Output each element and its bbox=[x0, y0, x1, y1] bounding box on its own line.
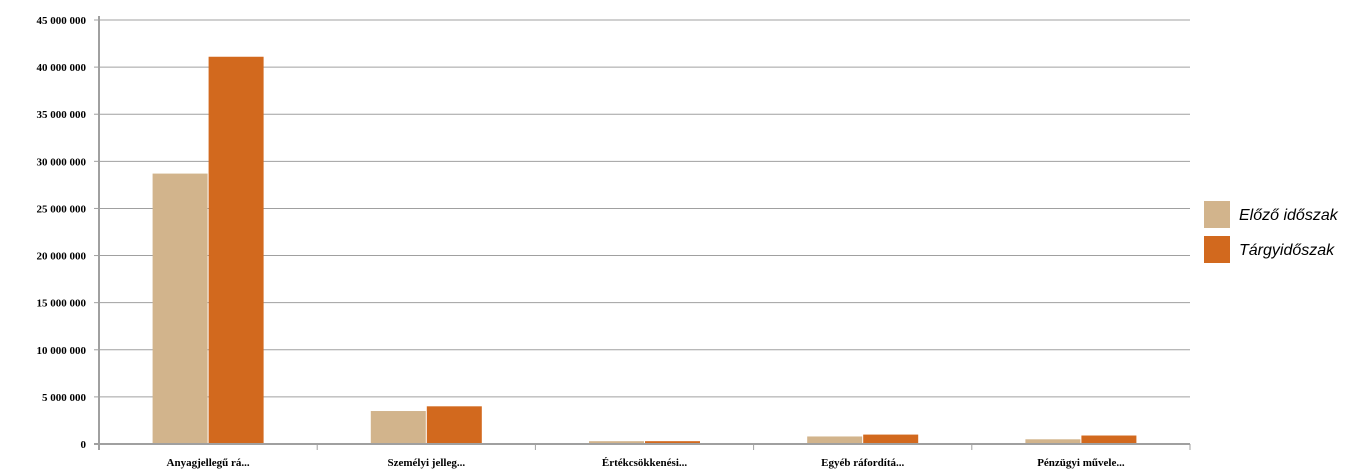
y-tick-label: 40 000 000 bbox=[37, 62, 87, 74]
x-category-label: Pénzügyi művele... bbox=[1037, 457, 1125, 469]
grid-lines bbox=[99, 19, 1190, 398]
x-axis-categories: Anyagjellegű rá... Személyi jelleg... Érté… bbox=[98, 444, 1191, 469]
bar bbox=[589, 441, 644, 444]
x-category-label: Anyagjellegű rá... bbox=[167, 457, 250, 469]
legend-swatch bbox=[1204, 236, 1230, 263]
bar bbox=[370, 411, 426, 444]
y-tick-label: 5 000 000 bbox=[42, 392, 87, 404]
bars bbox=[152, 56, 1137, 445]
y-tick-label: 30 000 000 bbox=[37, 156, 87, 168]
bar bbox=[863, 434, 919, 444]
y-axis-ticks: 0 5 000 000 10 000 000 15 000 000 20 000 000… bbox=[37, 15, 99, 451]
x-category-label: Személyi jelleg... bbox=[388, 457, 466, 469]
bar bbox=[645, 441, 700, 444]
y-tick-label: 35 000 000 bbox=[37, 109, 87, 121]
bar bbox=[152, 173, 208, 445]
x-category-label: Egyéb ráfordítá... bbox=[821, 457, 904, 469]
x-category-label: Értékcsökkenési... bbox=[602, 457, 688, 469]
bar bbox=[1081, 435, 1137, 444]
y-tick-label: 25 000 000 bbox=[37, 203, 87, 215]
y-tick-label: 20 000 000 bbox=[37, 251, 87, 263]
legend-label: Tárgyidőszak bbox=[1239, 242, 1335, 259]
legend: Előző időszak Tárgyidőszak bbox=[1204, 201, 1339, 263]
bar bbox=[807, 436, 863, 444]
y-tick-label: 15 000 000 bbox=[37, 298, 87, 310]
bar bbox=[208, 56, 264, 444]
legend-swatch bbox=[1204, 201, 1230, 228]
legend-label: Előző időszak bbox=[1239, 207, 1339, 224]
bar bbox=[1025, 439, 1081, 444]
bar bbox=[426, 406, 482, 444]
y-tick-label: 10 000 000 bbox=[37, 345, 87, 357]
y-tick-label: 0 bbox=[81, 439, 87, 451]
axes bbox=[94, 16, 1190, 450]
y-tick-label: 45 000 000 bbox=[37, 15, 87, 27]
